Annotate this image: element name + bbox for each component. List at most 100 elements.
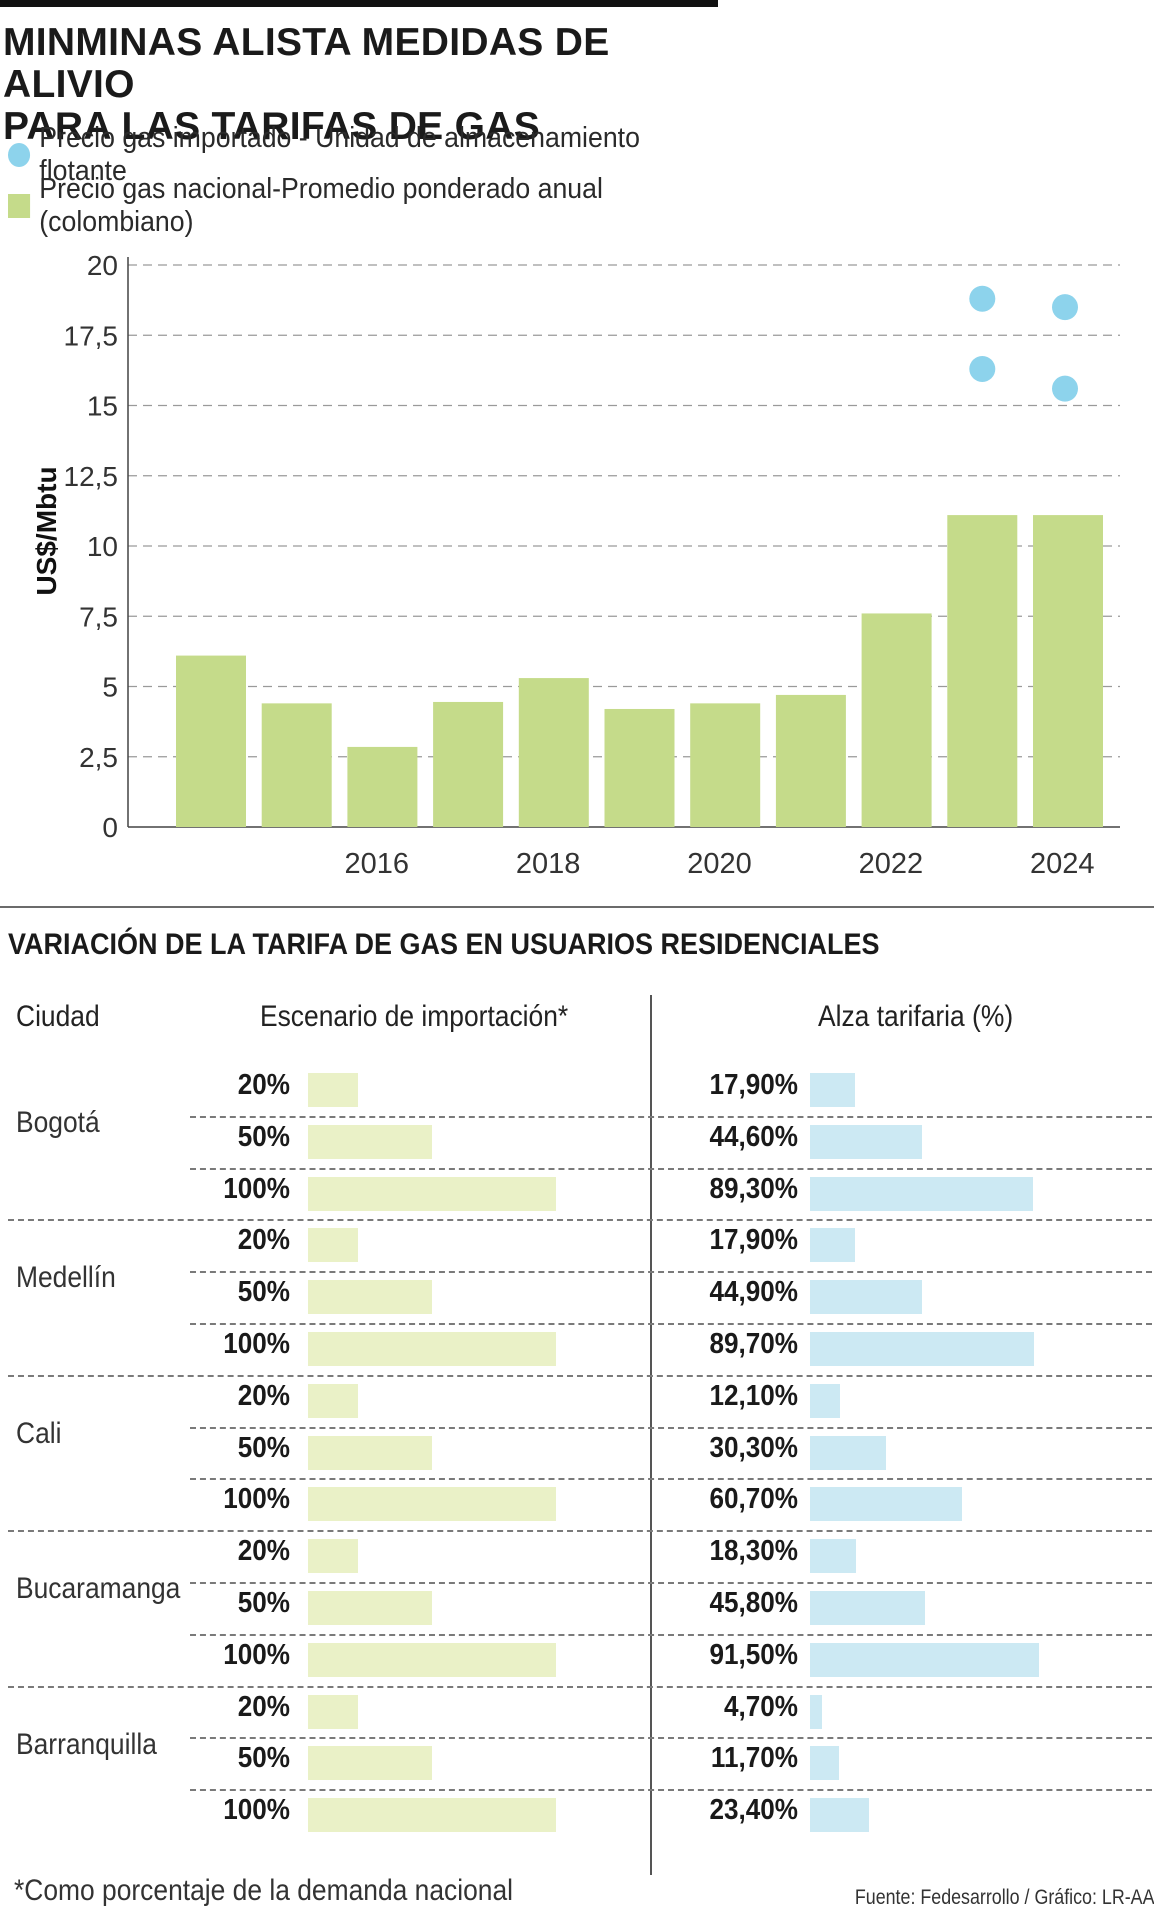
scenario-bar: [308, 1642, 556, 1677]
row-separator: [190, 1323, 1152, 1325]
bar-2023: [861, 613, 932, 827]
row-separator: [190, 1478, 1152, 1481]
row-separator: [190, 1271, 1152, 1274]
y-axis-label: US$/Mbtu: [31, 466, 62, 595]
increase-label: 60,70%: [709, 1483, 798, 1516]
column-header-scenario: Escenario de importación*: [260, 1000, 569, 1033]
footnote: *Como porcentaje de la demanda nacional: [14, 1874, 514, 1907]
column-header-increase: Alza tarifaria (%): [818, 1000, 1014, 1033]
y-tick-label: 17,5: [64, 320, 119, 351]
city-name: Bucaramanga: [16, 1572, 181, 1606]
row-separator: [190, 1633, 1152, 1636]
title-line-2: PARA LAS TARIFAS DE GAS: [3, 105, 541, 148]
increase-bar: [810, 1124, 922, 1159]
city-name: Cali: [16, 1416, 62, 1450]
bar-2016: [261, 703, 332, 827]
y-tick-label: 20: [87, 250, 118, 281]
increase-label: 89,30%: [709, 1172, 798, 1205]
scenario-bar: [308, 1487, 556, 1522]
increase-bar: [810, 1435, 886, 1470]
city-name: Barranquilla: [16, 1727, 157, 1761]
y-tick-label: 10: [87, 531, 118, 562]
row-separator: [190, 1115, 1152, 1118]
x-tick-label: 2016: [344, 848, 409, 880]
bar-2022: [775, 694, 846, 827]
scenario-bar: [308, 1228, 358, 1263]
increase-label: 91,50%: [709, 1638, 798, 1671]
increase-label: 23,40%: [709, 1794, 798, 1827]
scenario-bar: [308, 1435, 432, 1470]
scenario-label: 20%: [237, 1069, 290, 1101]
legend-national: Precio gas nacional-Promedio ponderado a…: [8, 173, 726, 238]
row-separator: [8, 1530, 1152, 1533]
scenario-label: 20%: [237, 1690, 290, 1723]
increase-bar: [810, 1539, 856, 1574]
bar-2018: [433, 701, 504, 827]
increase-label: 12,10%: [709, 1379, 798, 1412]
scenario-bar: [308, 1694, 358, 1729]
top-rule: [0, 0, 718, 7]
bar-2024: [947, 515, 1018, 827]
city-name: Bogotá: [16, 1106, 100, 1139]
imported-point-2: [969, 355, 996, 382]
x-tick-label: 2020: [687, 848, 752, 880]
row-separator: [190, 1167, 1152, 1170]
increase-bar: [810, 1228, 855, 1263]
increase-bar: [810, 1383, 841, 1418]
legend-national-label: Precio gas nacional-Promedio ponderado a…: [39, 173, 603, 238]
row-separator: [190, 1789, 1152, 1792]
title-line-1: MINMINAS ALISTA MEDIDAS DE ALIVIO: [3, 21, 610, 106]
city-name: Medellín: [16, 1261, 116, 1295]
y-tick-label: 12,5: [64, 461, 119, 492]
column-divider: [650, 995, 652, 1875]
section-divider: [0, 906, 1154, 908]
scenario-bar: [308, 1280, 432, 1315]
increase-bar: [810, 1280, 923, 1315]
x-tick-label: 2018: [516, 848, 581, 880]
scenario-label: 20%: [237, 1535, 290, 1568]
legend-imported: Precio gas importado - Unidad de almacen…: [8, 122, 726, 187]
bar-2020: [604, 708, 675, 827]
increase-label: 17,90%: [709, 1224, 798, 1257]
scenario-label: 20%: [237, 1379, 290, 1412]
scenario-bar: [308, 1591, 432, 1625]
increase-label: 89,70%: [709, 1328, 798, 1360]
scenario-bar: [308, 1332, 556, 1366]
price-chart: 0 2,5 5 7,5 10 12,5 15 17,5 20 US$/Mbtu 2016 2018 20…: [31, 250, 1120, 880]
scenario-bar: [308, 1746, 432, 1781]
increase-bar: [810, 1176, 1034, 1211]
increase-bar: [810, 1798, 869, 1833]
increase-bar: [810, 1694, 822, 1729]
row-separator: [190, 1426, 1152, 1429]
increase-label: 44,60%: [709, 1120, 798, 1153]
x-tick-label: 2024: [1030, 848, 1095, 880]
increase-label: 17,90%: [709, 1069, 798, 1101]
scenario-bar: [308, 1176, 556, 1211]
bar-2021: [690, 703, 761, 827]
scenario-label: 50%: [237, 1276, 290, 1309]
imported-point-1: [969, 285, 996, 312]
increase-bar: [810, 1642, 1039, 1677]
scenario-bar: [308, 1798, 556, 1833]
increase-label: 4,70%: [723, 1690, 798, 1723]
increase-bar: [810, 1746, 840, 1781]
row-separator: [190, 1582, 1152, 1584]
bar-2017: [347, 746, 418, 827]
column-header-city: Ciudad: [16, 1000, 100, 1033]
row-separator: [8, 1219, 1152, 1222]
x-tick-label: 2022: [859, 848, 924, 880]
increase-label: 11,70%: [710, 1742, 798, 1775]
increase-label: 45,80%: [709, 1587, 798, 1619]
scenario-bar: [308, 1539, 358, 1574]
row-separator: [8, 1374, 1152, 1377]
imported-point-4: [1052, 375, 1078, 402]
increase-label: 30,30%: [709, 1431, 798, 1464]
increase-label: 18,30%: [709, 1535, 798, 1568]
imported-point-3: [1052, 294, 1078, 321]
y-tick-label: 15: [87, 391, 118, 422]
scenario-label: 100%: [223, 1172, 290, 1205]
scenario-bar: [308, 1073, 358, 1107]
scenario-label: 50%: [237, 1431, 290, 1464]
increase-bar: [810, 1332, 1035, 1366]
y-tick-label: 7,5: [79, 601, 118, 632]
